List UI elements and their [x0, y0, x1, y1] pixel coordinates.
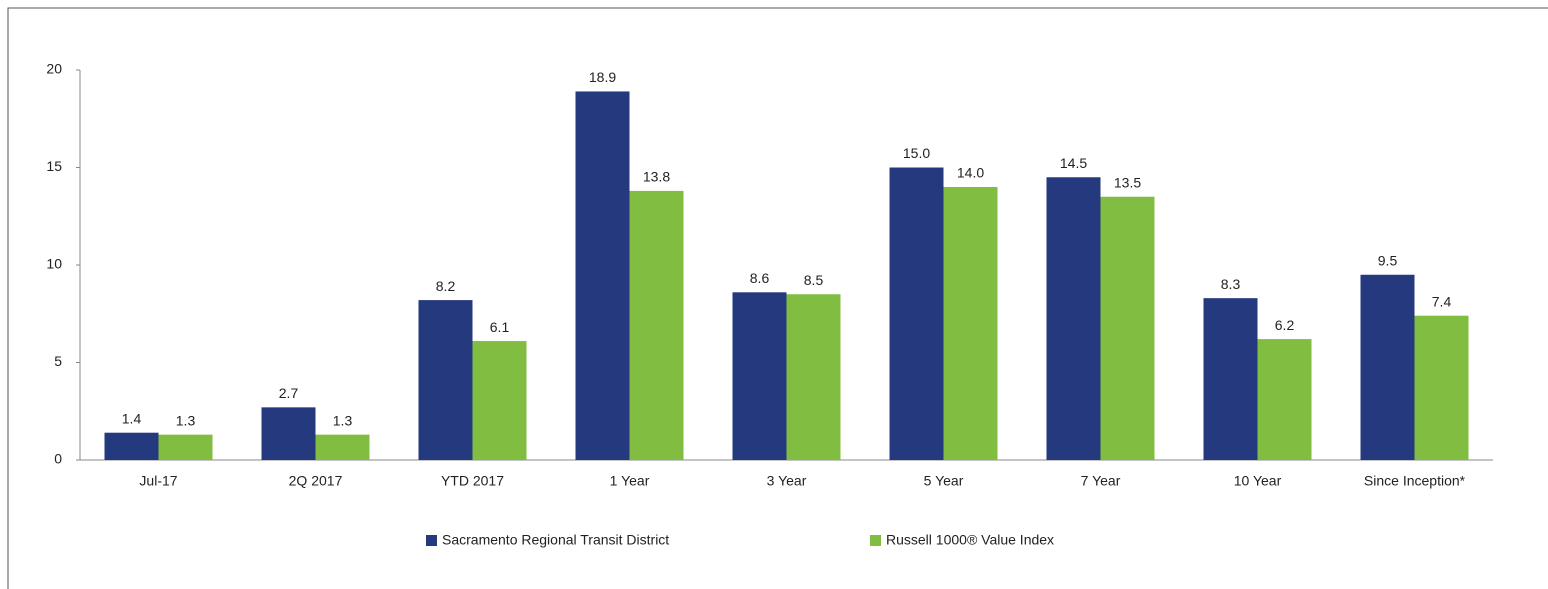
bar — [1414, 315, 1469, 460]
bar — [418, 300, 473, 460]
x-tick-label: 10 Year — [1234, 473, 1282, 489]
y-tick-label: 5 — [54, 353, 62, 369]
value-label: 1.4 — [122, 410, 142, 426]
x-tick-label: 7 Year — [1081, 473, 1121, 489]
bar — [315, 434, 370, 460]
bar — [104, 432, 159, 460]
bar — [732, 292, 787, 460]
value-label: 8.6 — [750, 270, 770, 286]
bar — [1046, 177, 1101, 460]
x-tick-label: 5 Year — [924, 473, 964, 489]
value-label: 15.0 — [903, 145, 930, 161]
value-label: 18.9 — [589, 69, 616, 85]
value-label: 9.5 — [1378, 252, 1398, 268]
bar — [1257, 339, 1312, 460]
value-label: 1.3 — [176, 412, 196, 428]
value-label: 7.4 — [1432, 293, 1452, 309]
frame — [7, 7, 1548, 589]
bar — [158, 434, 213, 460]
bar — [1360, 274, 1415, 460]
legend-swatch — [870, 535, 881, 546]
legend-label: Sacramento Regional Transit District — [442, 532, 669, 548]
value-label: 8.3 — [1221, 276, 1241, 292]
value-label: 13.5 — [1114, 174, 1141, 190]
y-tick-label: 10 — [46, 256, 62, 272]
x-tick-label: 3 Year — [767, 473, 807, 489]
legend-swatch — [426, 535, 437, 546]
value-label: 14.5 — [1060, 155, 1087, 171]
y-tick-label: 15 — [46, 158, 62, 174]
y-tick-label: 20 — [46, 61, 62, 77]
value-label: 6.2 — [1275, 317, 1295, 333]
x-tick-label: 2Q 2017 — [289, 473, 343, 489]
bar — [889, 167, 944, 460]
value-label: 8.2 — [436, 278, 456, 294]
bar — [786, 294, 841, 460]
value-label: 8.5 — [804, 272, 824, 288]
value-label: 13.8 — [643, 169, 670, 185]
bar — [1100, 196, 1155, 460]
y-tick-label: 0 — [54, 451, 62, 467]
legend-label: Russell 1000® Value Index — [886, 532, 1054, 548]
x-tick-label: Since Inception* — [1364, 473, 1466, 489]
bar — [1203, 298, 1258, 460]
bar — [575, 91, 630, 460]
value-label: 2.7 — [279, 385, 299, 401]
x-tick-label: YTD 2017 — [441, 473, 504, 489]
bar — [261, 407, 316, 460]
bar — [629, 190, 684, 460]
x-tick-label: Jul-17 — [139, 473, 177, 489]
x-tick-label: 1 Year — [610, 473, 650, 489]
value-label: 14.0 — [957, 165, 984, 181]
bar — [472, 341, 527, 460]
bar — [943, 187, 998, 460]
value-label: 1.3 — [333, 412, 353, 428]
value-label: 6.1 — [490, 319, 510, 335]
